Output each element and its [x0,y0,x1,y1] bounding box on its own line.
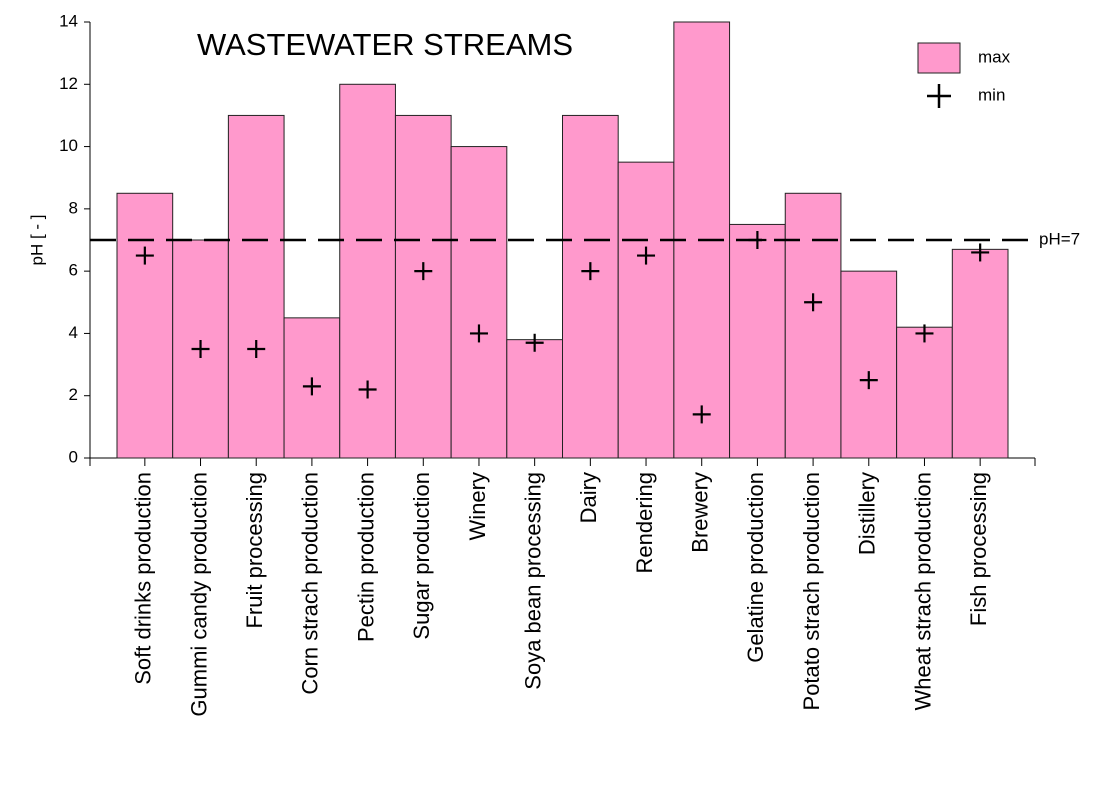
y-tick-label: 4 [69,323,78,342]
x-tick-label: Brewery [688,472,713,553]
x-tick-label: Gummi candy production [186,472,211,717]
x-tick-label: Gelatine production [743,472,768,663]
y-tick-label: 8 [69,198,78,217]
y-tick-label: 2 [69,385,78,404]
y-tick-label: 6 [69,261,78,280]
bar [394,114,452,459]
y-tick-label: 10 [59,136,78,155]
bar [339,83,396,459]
min-marker [692,405,711,424]
min-marker [637,246,656,265]
bar [840,270,898,459]
min-marker [469,324,488,343]
min-marker [247,340,266,358]
x-tick-label: Fish processing [966,472,991,626]
x-tick-label: Corn strach production [298,472,323,695]
bar [951,248,1009,459]
min-marker [191,340,210,358]
x-tick-label: Distillery [855,472,880,555]
x-tick-label: Sugar production [409,472,434,640]
x-tick-label: Dairy [576,472,601,523]
y-tick-label: 0 [69,447,78,466]
min-marker [859,371,878,390]
chart-title: WASTEWATER STREAMS [197,27,573,62]
legend-label: min [978,85,1005,104]
x-tick-label: Soft drinks production [131,472,156,685]
y-tick-label: 14 [59,11,78,30]
y-tick-label: 12 [59,74,78,93]
bar [729,223,786,459]
x-tick-label: Rendering [632,472,657,574]
min-marker [135,246,154,265]
min-marker [525,333,544,352]
min-marker [804,293,823,312]
bar [506,339,563,459]
y-axis-label: pH [ - ] [27,214,46,265]
min-marker [581,262,600,281]
bar [227,114,285,459]
bar [896,326,953,459]
bar [116,192,174,459]
min-marker [971,243,990,262]
x-tick-label: Wheat strach production [910,472,935,710]
bar [617,161,675,459]
x-tick-label: Pectin production [353,472,378,642]
x-tick-label: Fruit processing [242,472,267,629]
reference-label: pH=7 [1039,229,1080,248]
min-marker [358,380,377,399]
legend-label: max [978,47,1011,66]
legend-swatch [917,42,961,74]
min-marker [414,262,433,281]
x-tick-label: Winery [465,472,490,540]
bar [784,192,842,459]
bar [562,114,619,459]
x-tick-label: Soya bean processing [520,472,545,690]
x-tick-label: Potato strach production [799,472,824,710]
bar [450,146,508,459]
min-marker [915,324,934,343]
min-marker [302,377,321,396]
